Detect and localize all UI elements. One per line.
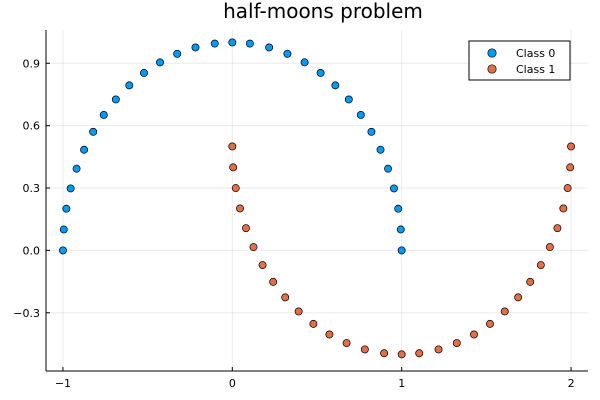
data-points	[58, 38, 576, 359]
point-series-0-22	[344, 95, 353, 104]
point-series-0-0	[58, 246, 67, 255]
y-tick-label-0: −0.3	[13, 307, 40, 320]
point-series-0-27	[390, 184, 398, 193]
point-series-1-7	[269, 277, 278, 286]
point-series-1-9	[294, 307, 303, 316]
x-tick-label-0: −1	[55, 377, 71, 390]
point-series-0-20	[316, 69, 325, 77]
legend-marker-1	[487, 64, 497, 74]
y-tick-label-1: 0.0	[23, 244, 41, 257]
point-series-0-13	[191, 43, 200, 52]
point-series-1-3	[236, 204, 244, 213]
point-series-1-4	[241, 224, 250, 233]
point-series-0-12	[173, 49, 182, 58]
point-series-0-28	[394, 204, 403, 213]
series-1-points	[228, 142, 576, 359]
legend-label-1: Class 1	[516, 63, 555, 76]
point-series-0-23	[356, 111, 365, 119]
x-tick-label-3: 2	[568, 377, 575, 390]
point-series-1-6	[258, 261, 267, 269]
point-series-1-26	[553, 224, 562, 233]
point-series-1-28	[563, 184, 572, 193]
point-series-0-11	[156, 58, 164, 67]
point-series-0-10	[140, 69, 148, 77]
point-series-1-12	[342, 339, 351, 348]
tick-labels: −1 0 1 2 −0.3 0.0 0.3 0.6 0.9	[13, 57, 574, 390]
point-series-0-19	[300, 58, 309, 67]
point-series-1-2	[231, 184, 240, 193]
point-series-1-20	[486, 319, 494, 328]
y-tick-label-3: 0.6	[23, 120, 41, 133]
point-series-0-24	[367, 127, 376, 136]
x-tick-label-1: 0	[229, 377, 236, 390]
axes	[45, 30, 588, 372]
point-series-1-13	[360, 345, 369, 354]
point-series-1-30	[567, 142, 576, 151]
point-series-1-1	[229, 163, 238, 172]
chart-title: half-moons problem	[223, 0, 423, 23]
point-series-1-29	[566, 163, 575, 172]
point-series-0-21	[331, 81, 340, 90]
y-tick-label-2: 0.3	[23, 182, 41, 195]
point-series-0-4	[72, 164, 81, 173]
point-series-0-5	[80, 145, 89, 154]
point-series-1-14	[380, 349, 389, 358]
legend: Class 0 Class 1	[468, 40, 571, 81]
point-series-1-10	[309, 319, 318, 328]
point-series-0-7	[99, 111, 108, 119]
point-series-1-17	[434, 345, 443, 354]
point-series-1-11	[325, 330, 334, 339]
point-series-1-25	[545, 243, 554, 252]
point-series-0-1	[59, 225, 68, 234]
point-series-0-25	[376, 145, 385, 154]
point-series-0-30	[397, 246, 406, 255]
point-series-1-27	[559, 204, 568, 213]
point-series-0-14	[210, 39, 219, 48]
point-series-1-24	[536, 261, 545, 269]
grid	[46, 30, 588, 371]
point-series-1-16	[415, 349, 424, 358]
series-0-points	[58, 38, 406, 255]
point-series-1-23	[526, 277, 535, 286]
point-series-0-9	[125, 81, 134, 90]
point-series-1-15	[397, 350, 406, 359]
point-series-0-8	[111, 95, 120, 104]
point-series-0-29	[396, 225, 405, 234]
point-series-0-18	[283, 49, 292, 58]
legend-marker-0	[487, 48, 497, 58]
point-series-1-0	[228, 142, 237, 151]
y-tick-label-4: 0.9	[23, 57, 41, 70]
point-series-1-8	[281, 293, 290, 302]
point-series-0-15	[228, 38, 237, 47]
point-series-1-18	[452, 339, 461, 348]
point-series-0-16	[245, 39, 254, 48]
point-series-0-17	[265, 43, 274, 52]
point-series-1-5	[249, 243, 258, 252]
point-series-1-19	[470, 330, 478, 339]
point-series-0-3	[66, 184, 75, 193]
legend-box	[468, 40, 571, 81]
point-series-1-21	[500, 307, 509, 316]
point-series-0-26	[384, 164, 393, 173]
legend-label-0: Class 0	[516, 47, 555, 60]
point-series-0-6	[89, 127, 98, 136]
point-series-1-22	[514, 293, 523, 302]
x-tick-label-2: 1	[398, 377, 405, 390]
point-series-0-2	[62, 204, 71, 213]
